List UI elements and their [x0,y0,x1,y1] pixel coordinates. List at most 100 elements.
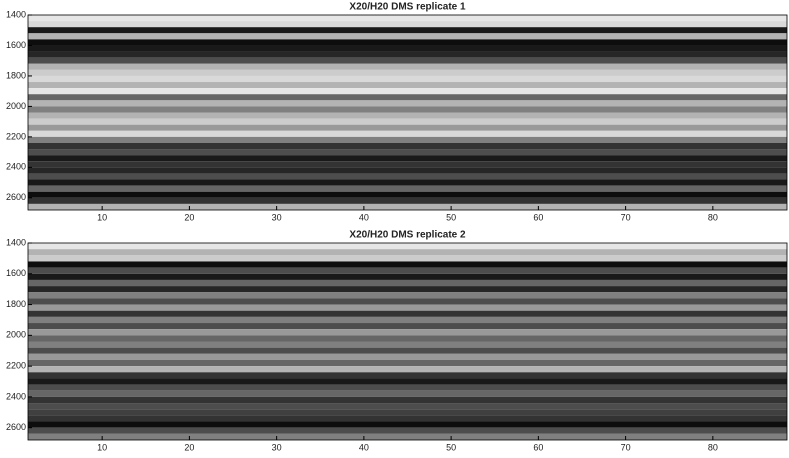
heat-band [28,421,787,428]
y-tick-label: 1400 [6,237,26,247]
heat-band [28,88,787,95]
heat-band [28,384,787,391]
heat-band [28,63,787,70]
heat-band [28,298,787,305]
heat-band [28,359,787,367]
heat-band [28,261,787,268]
x-tick-label: 20 [184,442,194,452]
heat-band [28,267,787,274]
heat-band [28,27,787,34]
heat-band [28,396,787,404]
y-tick-label: 1800 [6,299,26,309]
heat-band [28,255,787,262]
plot-frame [27,242,788,441]
heat-band [28,161,787,168]
heat-band [28,403,787,410]
x-tick-label: 70 [621,212,631,222]
y-tick-label: 1600 [6,40,26,50]
heat-band [28,173,787,180]
heat-band [28,179,787,186]
heat-band [28,286,787,293]
x-tick-label: 20 [184,212,194,222]
heat-band [28,118,787,125]
heat-band [28,100,787,107]
chart-title: X20/H20 DMS replicate 2 [349,230,466,241]
heat-band [28,372,787,379]
heat-band [28,279,787,287]
heat-band [28,57,787,64]
heat-band [28,167,787,174]
heat-band [28,415,787,422]
heat-band [28,45,787,52]
heat-band [28,39,787,46]
heat-band [28,409,787,416]
heat-band [28,316,787,324]
heat-band [28,323,787,330]
x-tick-label: 40 [359,442,369,452]
heat-band [28,136,787,143]
x-tick-label: 60 [533,212,543,222]
x-tick-label: 40 [359,212,369,222]
heat-band [28,15,787,22]
heat-band [28,69,787,76]
x-tick-label: 10 [97,212,107,222]
x-tick-label: 10 [97,442,107,452]
heat-band [28,106,787,113]
heat-band [28,112,787,119]
y-tick-label: 2400 [6,162,26,172]
x-tick-label: 30 [272,212,282,222]
x-tick-label: 80 [708,442,718,452]
x-tick-label: 60 [533,442,543,452]
x-tick-label: 50 [446,212,456,222]
heat-band [28,243,787,250]
y-tick-label: 2600 [6,192,26,202]
heat-band [28,273,787,280]
heat-band [28,353,787,360]
heat-band [28,185,787,192]
x-tick-label: 50 [446,442,456,452]
heat-band [28,390,787,397]
heat-band [28,310,787,317]
heat-band [28,249,787,256]
x-tick-label: 30 [272,442,282,452]
x-tick-label: 80 [708,212,718,222]
y-tick-label: 1800 [6,70,26,80]
y-tick-label: 1400 [6,9,26,19]
heat-band [28,292,787,299]
heat-band [28,94,787,101]
chart-title: X20/H20 DMS replicate 1 [349,2,466,13]
heat-band [28,33,787,40]
y-tick-label: 2000 [6,101,26,111]
y-tick-label: 2200 [6,131,26,141]
heat-band [28,155,787,162]
heat-band [28,130,787,137]
heat-band [28,203,787,210]
y-tick-label: 2600 [6,422,26,432]
heat-band [28,142,787,150]
heat-band [28,347,787,354]
heat-band [28,341,787,348]
heat-band [28,378,787,385]
x-tick-label: 70 [621,442,631,452]
heat-band [28,75,787,83]
heat-band [28,191,787,198]
plot-frame [27,14,788,211]
heat-band [28,124,787,131]
heat-band [28,149,787,156]
heat-band [28,51,787,58]
heat-band [28,366,787,373]
y-tick-label: 2400 [6,391,26,401]
y-tick-label: 2200 [6,361,26,371]
heat-band [28,433,787,440]
heat-band [28,197,787,204]
y-tick-label: 1600 [6,268,26,278]
heat-band [28,21,787,28]
heat-band [28,427,787,434]
heat-band [28,304,787,311]
heat-band [28,329,787,336]
y-tick-label: 2000 [6,330,26,340]
heat-band [28,335,787,342]
heat-band [28,82,787,89]
